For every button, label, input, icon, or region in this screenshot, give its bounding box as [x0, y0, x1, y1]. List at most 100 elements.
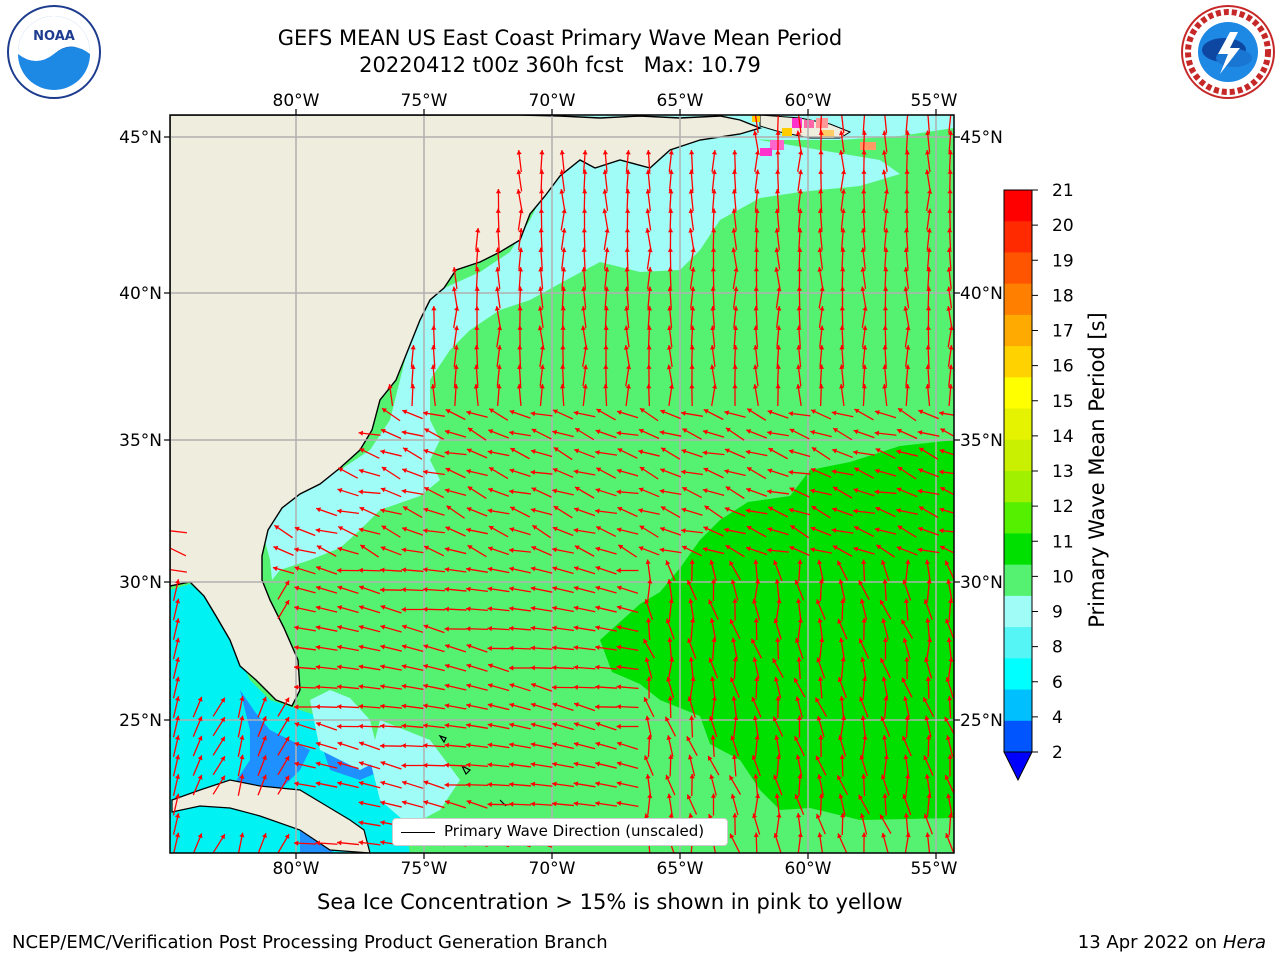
wave-arrow-head [947, 228, 953, 233]
wave-arrow-head [487, 626, 492, 632]
wave-arrow-head [690, 267, 696, 272]
colorbar-tick-label: 2 [1052, 743, 1063, 763]
wave-arrow-head [423, 762, 428, 768]
wave-arrow-head [767, 489, 772, 495]
wave-arrow-head [816, 599, 821, 605]
wave-arrow-head [380, 624, 386, 630]
wave-arrow-head [817, 208, 824, 214]
wave-arrow-head [616, 761, 622, 767]
wave-arrow-head [581, 228, 587, 233]
wave-arrow-head [688, 208, 694, 214]
wave-arrow-head [926, 267, 932, 272]
wave-arrow-head [358, 840, 364, 846]
wave-arrow-head [948, 657, 954, 662]
colorbar-tick-label: 9 [1052, 603, 1063, 623]
wave-arrow-head [904, 657, 910, 662]
wave-arrow-head [509, 781, 514, 787]
wave-arrow-head [880, 560, 886, 565]
wave-arrow-head [712, 384, 718, 389]
wave-arrow-head [883, 208, 889, 214]
wave-arrow-head [882, 306, 889, 311]
wave-arrow-head [294, 840, 299, 846]
wave-arrow-head [466, 762, 471, 768]
wave-arrow-head [840, 657, 846, 662]
wave-arrow-head [754, 150, 761, 155]
wave-arrow-head [624, 247, 630, 252]
wave-arrow-head [747, 408, 753, 414]
wave-arrow-head [897, 467, 903, 472]
wave-arrow-head [474, 267, 480, 272]
wave-arrow-head [639, 525, 645, 531]
wave-arrow-head [882, 793, 888, 798]
wave-arrow-head [337, 624, 343, 631]
wave-arrow-head [174, 579, 181, 585]
wave-arrow-head [838, 150, 844, 155]
wave-arrow-head [474, 306, 480, 311]
wave-arrow-head [595, 605, 601, 611]
wave-arrow-head [819, 325, 825, 331]
wave-arrow-head [688, 169, 695, 175]
wave-arrow-head [466, 782, 471, 788]
wave-arrow-head [294, 684, 299, 690]
wave-arrow-head [530, 761, 536, 767]
wave-arrow-head [174, 754, 181, 760]
wave-arrow-head [403, 447, 409, 453]
wave-arrow-head [639, 467, 645, 472]
wave-arrow-head [861, 130, 867, 135]
wave-arrow-head [682, 487, 688, 492]
wave-arrow-head [687, 638, 693, 644]
wave-arrow-head [509, 742, 514, 748]
wave-arrow-head [754, 169, 760, 175]
wave-arrow-head [466, 527, 471, 533]
wave-arrow-head [710, 286, 716, 291]
wave-arrow-head [661, 447, 667, 453]
wave-arrow-head [797, 169, 803, 175]
wave-arrow-head [839, 364, 845, 370]
wave-arrow-head [703, 467, 709, 473]
wave-arrow-head [944, 775, 950, 781]
wave-arrow-head [753, 774, 759, 779]
wave-arrow-head [531, 487, 537, 492]
wave-arrow-head [538, 208, 544, 213]
wave-arrow-head [752, 598, 758, 604]
wave-arrow-head [537, 306, 544, 311]
lat-label: 30°N [119, 573, 162, 593]
wave-arrow-head [573, 527, 579, 533]
wave-arrow-head [904, 208, 910, 213]
wave-arrow-head [239, 754, 245, 760]
wave-arrow-head [488, 546, 493, 552]
title-line-2: 20220412 t00z 360h fcst Max: 10.79 [359, 53, 761, 77]
wave-arrow-head [582, 384, 588, 389]
land-cuba [171, 779, 371, 853]
wave-arrow-head [638, 546, 644, 551]
wave-arrow-head [815, 697, 820, 703]
wave-arrow-head [767, 409, 773, 415]
wave-arrow-head [294, 526, 300, 532]
wave-arrow-head [818, 735, 824, 740]
wave-arrow-head [358, 780, 364, 786]
wave-arrow-head [794, 638, 800, 643]
wave-arrow-head [702, 546, 708, 552]
wave-arrow-head [918, 468, 924, 474]
wave-arrow-head [316, 721, 321, 727]
wave-arrow-head [903, 306, 909, 311]
wave-arrow-head [948, 384, 954, 389]
wave-arrow-head [817, 676, 824, 682]
footer-machine: Hera [1222, 932, 1266, 953]
wave-arrow-head [797, 189, 803, 194]
wave-arrow-head [380, 587, 385, 593]
wave-arrow-head [796, 657, 802, 662]
wave-arrow-head [559, 189, 565, 194]
wave-arrow-head [315, 761, 321, 767]
wave-arrow-head [686, 794, 692, 800]
wave-arrow-head [904, 715, 910, 720]
wave-arrow-head [753, 345, 759, 350]
wave-arrow-head [530, 665, 535, 671]
wave-arrow-head [239, 774, 245, 779]
wave-arrow-head [497, 325, 503, 331]
wave-arrow-head [918, 409, 924, 415]
wave-arrow-head [837, 677, 843, 683]
wave-arrow-head [667, 325, 673, 331]
colorbar-segment [1004, 346, 1032, 378]
wave-arrow-head [725, 545, 731, 550]
